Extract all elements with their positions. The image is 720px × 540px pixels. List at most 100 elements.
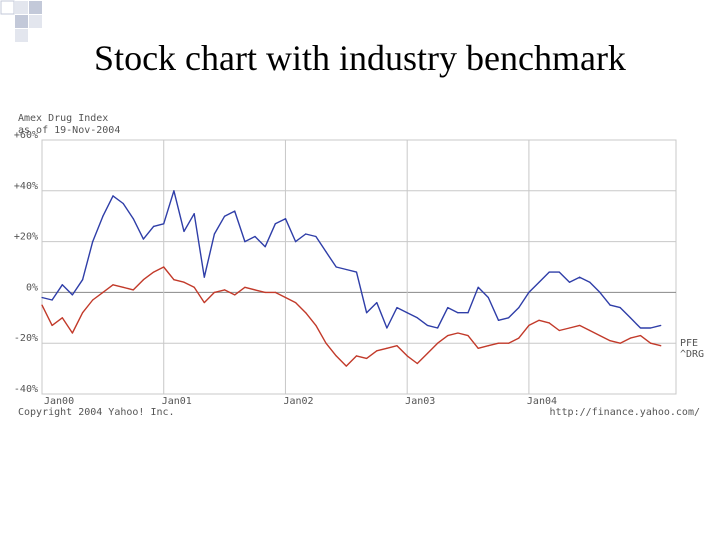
data-point — [122, 286, 124, 288]
data-point — [528, 291, 530, 293]
deco-square — [29, 15, 42, 28]
data-point — [173, 190, 175, 192]
deco-square — [15, 29, 28, 42]
data-point — [244, 241, 246, 243]
data-point — [629, 337, 631, 339]
data-point — [406, 355, 408, 357]
data-point — [548, 271, 550, 273]
chart-title-line: as of 19-Nov-2004 — [18, 125, 120, 136]
data-point — [234, 294, 236, 296]
data-point — [173, 279, 175, 281]
data-point — [487, 345, 489, 347]
data-point — [71, 294, 74, 296]
data-point — [122, 202, 124, 205]
data-point — [152, 225, 155, 227]
x-tick-label: Jan03 — [405, 396, 435, 407]
data-point — [335, 266, 337, 268]
data-point — [426, 324, 429, 327]
series-line-drg — [41, 266, 661, 367]
y-tick-label: +60% — [14, 130, 38, 141]
series-end-label-drg: ^DRG — [680, 349, 704, 360]
data-point — [183, 281, 185, 283]
data-point — [619, 307, 621, 309]
chart-title-line: Amex Drug Index — [18, 113, 108, 124]
data-point — [548, 322, 550, 324]
data-point — [518, 337, 520, 339]
data-point — [589, 329, 591, 332]
data-point — [92, 299, 94, 301]
data-point — [193, 213, 195, 215]
data-point — [183, 230, 185, 233]
data-point — [660, 324, 662, 327]
data-point — [396, 307, 398, 309]
data-point — [92, 241, 94, 243]
data-point — [660, 345, 662, 347]
data-point — [528, 324, 530, 327]
decorative-squares — [0, 0, 42, 42]
data-point — [284, 296, 287, 299]
slide-title: Stock chart with industry benchmark — [94, 38, 626, 78]
x-tick-label: Jan02 — [283, 396, 313, 407]
data-point — [284, 218, 287, 220]
data-point — [477, 286, 479, 288]
data-point — [295, 241, 297, 243]
data-point — [579, 324, 581, 327]
data-point — [568, 327, 571, 329]
data-point — [152, 271, 155, 273]
data-point — [599, 291, 601, 293]
data-point — [142, 279, 145, 281]
data-point — [305, 312, 307, 314]
data-point — [538, 319, 540, 321]
data-point — [305, 233, 307, 235]
data-point — [163, 223, 165, 225]
data-point — [599, 334, 601, 337]
data-point — [416, 362, 418, 365]
data-point — [81, 312, 84, 314]
data-point — [386, 327, 388, 329]
data-point — [447, 307, 449, 309]
data-point — [639, 334, 642, 337]
data-point — [244, 286, 246, 288]
x-tick-label: Jan00 — [44, 396, 74, 407]
deco-square — [0, 0, 15, 15]
data-point — [355, 271, 358, 273]
data-point — [41, 304, 43, 306]
data-point — [558, 329, 560, 332]
data-point — [538, 281, 540, 283]
data-point — [112, 284, 114, 286]
x-tick-label: Jan04 — [527, 396, 557, 407]
data-point — [650, 342, 652, 344]
data-point — [650, 327, 652, 329]
chart-source-url: http://finance.yahoo.com/ — [549, 407, 700, 418]
data-point — [579, 276, 581, 278]
data-point — [558, 271, 560, 273]
data-point — [355, 355, 358, 357]
data-point — [376, 301, 378, 304]
data-point — [213, 233, 216, 235]
data-point — [223, 215, 226, 217]
data-point — [457, 332, 459, 334]
data-point — [467, 334, 469, 337]
y-tick-label: +20% — [14, 232, 38, 243]
deco-square — [29, 1, 42, 14]
data-point — [132, 289, 134, 291]
data-point — [81, 279, 84, 281]
data-point — [254, 235, 256, 238]
data-point — [213, 291, 216, 293]
data-point — [508, 317, 510, 319]
data-point — [589, 281, 591, 283]
data-point — [366, 312, 368, 314]
data-point — [71, 332, 74, 334]
data-point — [315, 235, 317, 238]
data-point — [61, 284, 63, 286]
data-point — [619, 342, 621, 344]
data-point — [102, 291, 104, 293]
plot-area — [41, 139, 677, 395]
data-point — [142, 238, 145, 240]
data-point — [274, 291, 276, 293]
data-point — [51, 324, 53, 327]
data-point — [457, 312, 459, 314]
data-point — [386, 347, 388, 349]
x-tick-label: Jan01 — [162, 396, 192, 407]
data-point — [416, 317, 418, 319]
